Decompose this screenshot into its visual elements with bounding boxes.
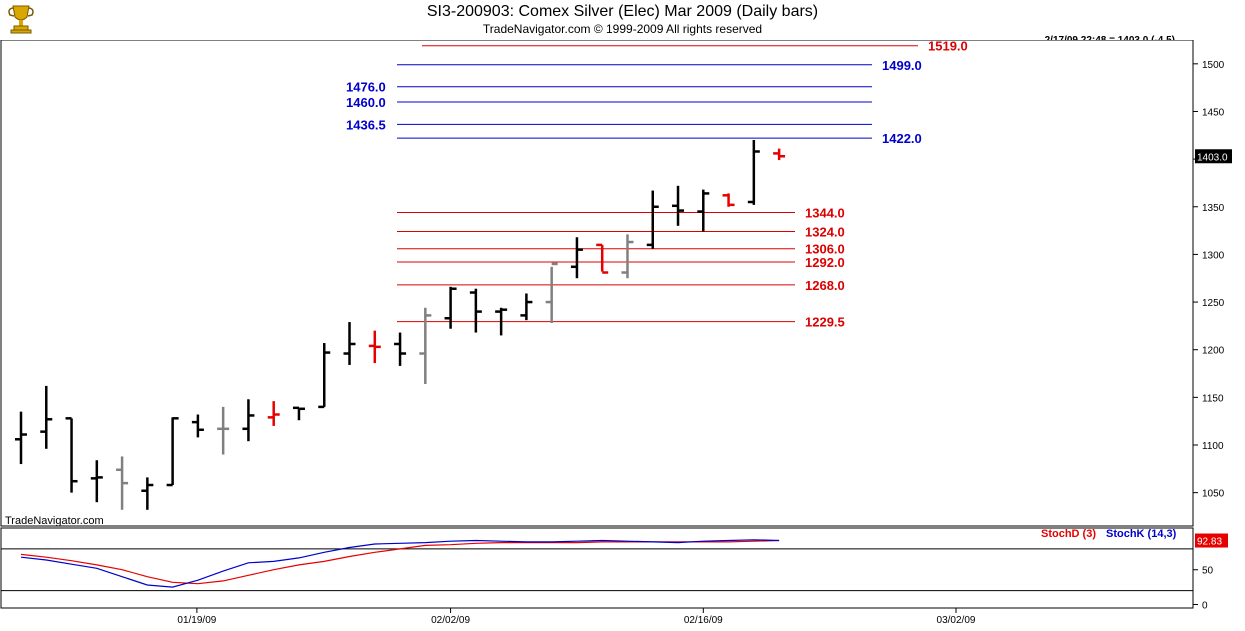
chart-header: SI3-200903: Comex Silver (Elec) Mar 2009… [0, 0, 1245, 40]
price-tick-label: 1150 [1202, 393, 1224, 404]
level-label: 1422.0 [882, 131, 922, 146]
last-price-box [1195, 149, 1232, 164]
price-tick-label: 1050 [1202, 489, 1225, 500]
stoch-k-line [20, 539, 780, 588]
stoch-tick-label: 0 [1202, 601, 1208, 612]
last-price-label: 1403.0 [1197, 152, 1228, 163]
price-tick-label: 1450 [1202, 107, 1225, 118]
stoch-last-box [1195, 533, 1228, 548]
date-axis[interactable]: 01/19/09 02/02/09 02/16/09 03/02/09 [177, 608, 976, 626]
price-tick-label: 1300 [1202, 250, 1225, 261]
date-tick-label: 02/16/09 [684, 615, 723, 626]
stoch-d-legend: StochD (3) [1041, 528, 1096, 540]
price-tick-label: 1200 [1202, 346, 1225, 357]
stoch-tick-label: 50 [1202, 566, 1214, 577]
price-axis[interactable]: 1050110011501200125013001350140014501500… [1193, 60, 1232, 500]
level-label: 1344.0 [805, 205, 845, 220]
level-label: 1460.0 [346, 95, 386, 110]
level-label: 1499.0 [882, 58, 922, 73]
price-panel-border [0, 40, 1194, 527]
ohlc-bars [15, 140, 786, 510]
date-tick-label: 02/02/09 [431, 615, 470, 626]
price-tick-label: 1250 [1202, 298, 1225, 309]
price-tick-label: 1350 [1202, 203, 1225, 214]
date-tick-label: 03/02/09 [937, 615, 976, 626]
level-label: 1324.0 [805, 225, 845, 240]
level-label: 1306.0 [805, 242, 845, 257]
level-label: 1436.5 [346, 117, 386, 132]
stoch-last-label: 92.83 [1197, 537, 1222, 548]
price-tick-label: 1500 [1202, 60, 1225, 71]
watermark-text: TradeNavigator.com [5, 515, 104, 527]
level-label: 1476.0 [346, 80, 386, 95]
chart-title: SI3-200903: Comex Silver (Elec) Mar 2009… [426, 3, 819, 20]
level-label: 1268.0 [805, 278, 845, 293]
chart-frame [0, 40, 1194, 609]
copyright-text: TradeNavigator.com © 1999-2009 All right… [482, 22, 763, 36]
trophy-logo-icon [8, 5, 34, 34]
level-label: 1292.0 [805, 255, 845, 270]
price-tick-label: 1100 [1202, 441, 1224, 452]
level-label: 1519.0 [928, 40, 968, 54]
stoch-panel-border [0, 527, 1194, 609]
stochastic-panel: 0 50 StochD (3) StochK (14,3) 92.83 [1, 528, 1228, 612]
date-tick-label: 01/19/09 [177, 615, 216, 626]
level-label: 1229.5 [805, 315, 845, 330]
stoch-k-legend: StochK (14,3) [1106, 528, 1177, 540]
